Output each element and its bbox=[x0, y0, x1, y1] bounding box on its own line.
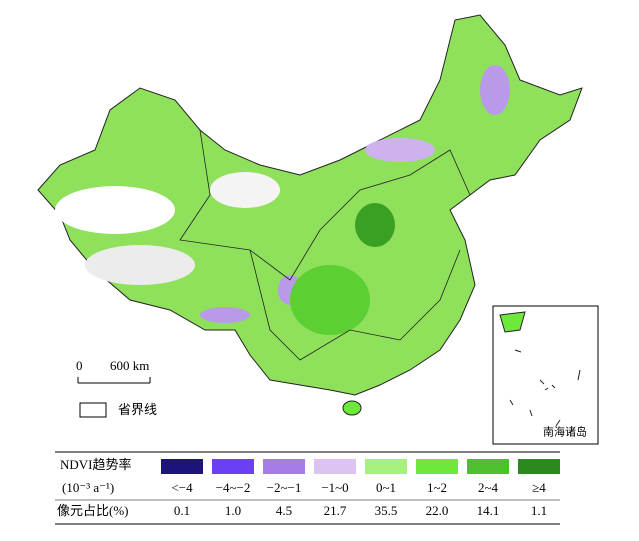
legend-swatch bbox=[314, 459, 356, 474]
legend-swatch bbox=[416, 459, 458, 474]
boundary-swatch bbox=[79, 402, 107, 418]
legend-table: NDVI趋势率 (10⁻³ a⁻¹) 像元占比(%) <−4 0.1 −4~−2 1.… bbox=[55, 451, 560, 525]
province-boundary bbox=[179, 129, 471, 281]
desert-area bbox=[55, 186, 175, 234]
boundary-legend: 省界线 bbox=[118, 402, 157, 417]
legend-swatch bbox=[365, 459, 407, 474]
row-label: 像元占比(%) bbox=[57, 503, 129, 518]
legend-swatch bbox=[263, 459, 305, 474]
class-label: 0~1 bbox=[376, 480, 396, 495]
degradation-area bbox=[200, 307, 250, 323]
legend-swatch bbox=[518, 459, 560, 474]
class-label: 1~2 bbox=[427, 480, 447, 495]
class-label: −1~0 bbox=[321, 480, 348, 495]
legend-swatch bbox=[467, 459, 509, 474]
strong-greening bbox=[290, 265, 370, 335]
scale-label: 600 km bbox=[110, 358, 149, 373]
legend-swatch bbox=[161, 459, 203, 474]
legend-swatch bbox=[212, 459, 254, 474]
legend-title: NDVI趋势率 bbox=[60, 457, 132, 472]
degradation-area bbox=[480, 65, 510, 115]
island bbox=[342, 400, 362, 416]
pixel-share: 0.1 bbox=[174, 503, 190, 518]
class-label: <−4 bbox=[171, 480, 193, 495]
country-shape bbox=[37, 14, 583, 396]
pixel-share: 21.7 bbox=[324, 503, 347, 518]
pixel-share: 4.5 bbox=[276, 503, 292, 518]
desert-area bbox=[210, 172, 280, 208]
strong-greening bbox=[355, 203, 395, 247]
class-label: −2~−1 bbox=[267, 480, 302, 495]
pixel-share: 22.0 bbox=[426, 503, 449, 518]
inset-coast bbox=[499, 311, 526, 333]
degradation-area bbox=[365, 138, 435, 162]
inset-label: 南海诸岛 bbox=[543, 425, 587, 439]
pixel-share: 1.1 bbox=[531, 503, 547, 518]
province-boundary bbox=[249, 249, 461, 361]
pixel-share: 14.1 bbox=[477, 503, 500, 518]
legend-unit: (10⁻³ a⁻¹) bbox=[62, 480, 114, 495]
map: 南海诸岛 0 600 km 省界线 bbox=[37, 14, 599, 445]
class-label: ≥4 bbox=[532, 480, 546, 495]
pixel-share: 35.5 bbox=[375, 503, 398, 518]
class-label: −4~−2 bbox=[216, 480, 251, 495]
inset-islands bbox=[509, 349, 581, 427]
desert-area bbox=[85, 245, 195, 285]
scale-start: 0 bbox=[76, 358, 83, 373]
pixel-share: 1.0 bbox=[225, 503, 241, 518]
class-label: 2~4 bbox=[478, 480, 499, 495]
